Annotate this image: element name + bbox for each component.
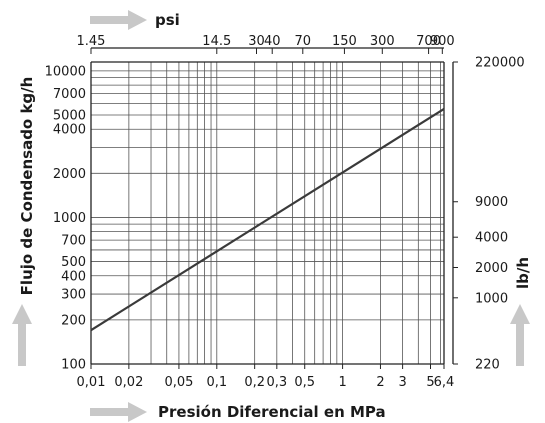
psi-tick-label: 1.45 bbox=[77, 34, 106, 49]
y-tick-label: 400 bbox=[61, 269, 86, 284]
psi-arrow-icon bbox=[90, 10, 147, 30]
psi-tick-label: 70 bbox=[295, 34, 312, 49]
y-tick-label: 300 bbox=[61, 288, 86, 303]
y-tick-label: 7000 bbox=[53, 87, 86, 102]
x-axis-title: Presión Diferencial en MPa bbox=[158, 403, 386, 421]
lbh-tick-label: 220000 bbox=[475, 56, 525, 71]
kgh-arrow-icon bbox=[12, 304, 32, 366]
x-tick-label: 0,2 bbox=[244, 375, 265, 390]
y-tick-label: 1000 bbox=[53, 211, 86, 226]
x-tick-labels: 0,01 0,02 0,05 0,1 0,2 0,3 0,5 1 2 3 5 6,4 bbox=[77, 364, 455, 390]
right-axis-title: lb/h bbox=[514, 257, 532, 289]
x-tick-label: 0,01 bbox=[77, 375, 106, 390]
x-tick-label: 0,3 bbox=[266, 375, 287, 390]
lbh-tick-label: 4000 bbox=[475, 231, 508, 246]
x-tick-label: 2 bbox=[376, 375, 384, 390]
psi-tick-label: 900 bbox=[430, 34, 455, 49]
psi-tick-label: 150 bbox=[332, 34, 357, 49]
y-tick-label: 10000 bbox=[45, 64, 86, 79]
psi-tick-label: 14.5 bbox=[202, 34, 231, 49]
y-tick-label: 200 bbox=[61, 313, 86, 328]
lbh-tick-label: 2000 bbox=[475, 261, 508, 276]
lbh-tick-label: 1000 bbox=[475, 291, 508, 306]
series-line bbox=[90, 107, 445, 332]
top-axis-title: psi bbox=[155, 11, 180, 29]
y-axis-title: Flujo de Condensado kg/h bbox=[18, 77, 36, 296]
psi-tick-label: 40 bbox=[264, 34, 281, 49]
y-tick-label: 100 bbox=[61, 358, 86, 373]
psi-tick-label: 700 bbox=[416, 34, 441, 49]
y-tick-label: 5000 bbox=[53, 109, 86, 124]
x-tick-label: 6,4 bbox=[434, 375, 455, 390]
lbh-tick-label: 220 bbox=[475, 358, 500, 373]
x-tick-label: 5 bbox=[426, 375, 434, 390]
y-tick-label: 500 bbox=[61, 255, 86, 270]
x-tick-label: 3 bbox=[398, 375, 406, 390]
y-tick-label: 2000 bbox=[53, 167, 86, 182]
psi-tick-label: 30 bbox=[248, 34, 265, 49]
grid bbox=[90, 62, 445, 365]
lbh-tick-label: 9000 bbox=[475, 195, 508, 210]
x-tick-label: 1 bbox=[338, 375, 346, 390]
x-tick-label: 0,5 bbox=[294, 375, 315, 390]
series-lines bbox=[90, 107, 445, 332]
lbh-arrow-icon bbox=[510, 304, 530, 366]
y-tick-label: 4000 bbox=[53, 123, 86, 138]
right-tick-labels: 220 1000 2000 4000 9000 220000 bbox=[453, 56, 525, 373]
y-tick-label: 700 bbox=[61, 234, 86, 249]
x-tick-label: 0,02 bbox=[114, 375, 143, 390]
x-tick-label: 0,05 bbox=[164, 375, 193, 390]
mpa-arrow-icon bbox=[90, 402, 147, 422]
x-tick-label: 0,1 bbox=[206, 375, 227, 390]
plot-frame bbox=[90, 47, 454, 365]
psi-tick-label: 300 bbox=[370, 34, 395, 49]
